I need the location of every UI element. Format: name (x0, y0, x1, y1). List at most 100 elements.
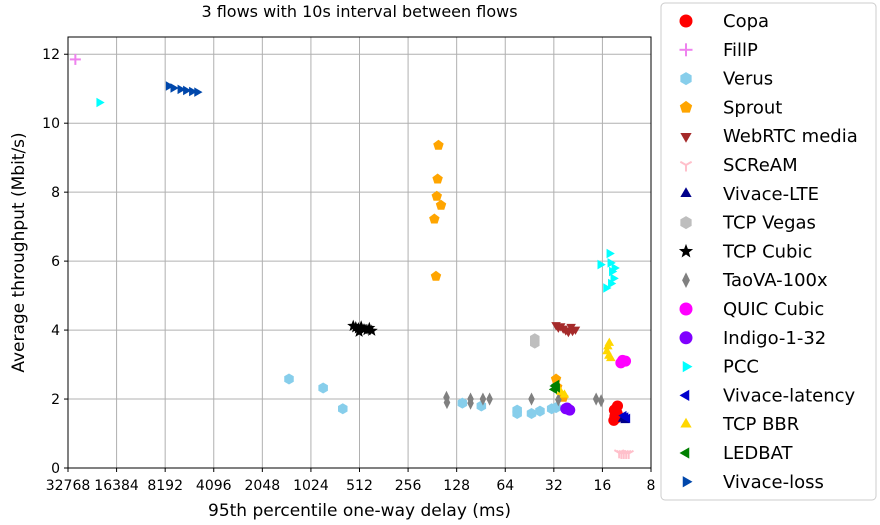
legend-label: WebRTC media (723, 126, 858, 147)
legend-label: Vivace-LTE (723, 184, 819, 205)
legend-marker (682, 272, 690, 288)
data-point (611, 263, 620, 273)
legend-marker (682, 476, 693, 488)
data-point (69, 53, 81, 65)
data-point (96, 97, 105, 108)
legend: Copa FillP Verus Sprout WebRTC media SCReAM Vi… (660, 2, 877, 501)
data-point (610, 273, 619, 284)
data-point (165, 81, 175, 91)
data-point (530, 337, 540, 349)
x-tick-label: 32768 (46, 478, 91, 494)
y-tick-label: 4 (51, 323, 60, 339)
data-point (486, 392, 493, 406)
legend-label: Verus (723, 69, 773, 90)
grid-lines (67, 37, 652, 469)
data-point (433, 139, 444, 150)
x-tick-label: 32 (545, 478, 563, 494)
data-point (606, 248, 615, 259)
data-point (592, 392, 600, 406)
data-point (603, 283, 612, 293)
data-point (430, 270, 442, 281)
data-point (597, 259, 606, 270)
legend-marker (679, 331, 693, 345)
data-point (615, 357, 627, 369)
data-point (318, 382, 328, 394)
data-point (597, 394, 605, 408)
legend-label: Indigo-1-32 (723, 328, 826, 349)
data-point (363, 321, 376, 334)
legend-label: LEDBAT (723, 443, 794, 464)
axis-ticks: 32768 16384 8192 4096 2048 1024 512 256 128 64 32 1… (42, 47, 655, 494)
x-tick-label: 16384 (94, 478, 139, 494)
legend-label: Sprout (723, 97, 782, 118)
data-point (564, 404, 576, 416)
data-point (548, 384, 558, 395)
legend-marker (679, 14, 693, 28)
data-point (432, 173, 443, 184)
legend-label: Copa (723, 11, 769, 32)
x-tick-label: 2048 (245, 478, 281, 494)
x-tick-label: 4096 (196, 478, 232, 494)
x-tick-label: 1024 (293, 478, 329, 494)
legend-marker (680, 216, 692, 230)
legend-marker (680, 417, 692, 428)
data-point (613, 449, 625, 459)
legend-marker (679, 447, 690, 459)
legend-label: TaoVA-100x (722, 270, 828, 291)
chart-title: 3 flows with 10s interval between flows (201, 2, 517, 21)
data-point (566, 323, 576, 333)
y-tick-label: 2 (51, 392, 60, 408)
legend-marker (679, 160, 693, 172)
data-point (512, 408, 522, 420)
data-point (606, 352, 616, 362)
data-point (431, 190, 443, 201)
legend-marker (682, 360, 693, 373)
data-point (284, 373, 294, 385)
x-tick-label: 512 (346, 478, 373, 494)
y-axis-title: Average throughput (Mbit/s) (9, 132, 29, 372)
data-point (607, 258, 616, 268)
x-tick-label: 8192 (147, 478, 183, 494)
legend-box (660, 2, 877, 501)
x-tick-label: 16 (594, 478, 612, 494)
data-point (535, 405, 545, 417)
data-point (623, 449, 634, 460)
data-point (194, 87, 203, 97)
legend-marker (679, 302, 693, 316)
legend-marker (680, 72, 692, 86)
data-point (177, 84, 186, 95)
data-point (170, 83, 179, 93)
legend-label: SCReAM (723, 155, 798, 176)
legend-marker (679, 43, 693, 57)
x-axis-title: 95th percentile one-way delay (ms) (208, 501, 511, 521)
x-tick-label: 128 (443, 478, 470, 494)
y-tick-label: 0 (51, 461, 60, 477)
data-point (467, 396, 474, 410)
legend-label: Vivace-latency (723, 385, 856, 406)
data-point (443, 395, 451, 410)
data-point (435, 199, 447, 210)
legend-marker (678, 243, 694, 258)
data-point (338, 403, 348, 415)
y-tick-label: 12 (42, 47, 60, 63)
data-point (526, 408, 537, 420)
data-point (183, 85, 192, 96)
legend-marker (680, 187, 692, 198)
data-point (608, 278, 617, 289)
y-tick-label: 8 (51, 185, 60, 201)
data-point (355, 320, 368, 332)
legend-label: TCP Vegas (722, 213, 816, 234)
legend-label: TCP Cubic (722, 241, 812, 262)
legend-label: FillP (723, 40, 758, 61)
data-point (603, 341, 613, 350)
data-points (69, 53, 634, 460)
y-tick-label: 6 (51, 254, 60, 270)
data-point (457, 397, 468, 409)
legend-label: PCC (723, 357, 759, 378)
data-point (551, 379, 560, 390)
legend-marker (679, 389, 690, 402)
legend-label: Vivace-loss (723, 472, 824, 493)
x-tick-label: 256 (395, 478, 422, 494)
legend-marker (679, 100, 693, 113)
